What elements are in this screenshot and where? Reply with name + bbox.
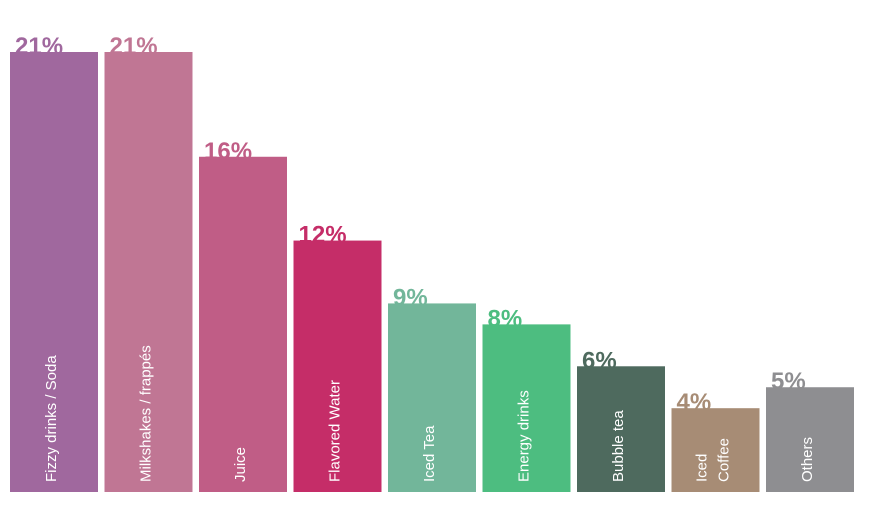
bar-2 bbox=[199, 156, 287, 492]
category-label-1-line-0: Milkshakes / frappés bbox=[138, 345, 155, 482]
value-label-7: 4% bbox=[677, 389, 712, 416]
category-label-7-line-1: Coffee bbox=[716, 438, 733, 482]
value-label-8: 5% bbox=[771, 368, 806, 395]
category-label-5: Energy drinks bbox=[516, 390, 533, 482]
category-label-2-line-0: Juice bbox=[232, 447, 249, 482]
category-label-6: Bubble tea bbox=[610, 410, 627, 482]
category-label-8: Others bbox=[799, 437, 816, 482]
bar-3 bbox=[293, 240, 382, 492]
category-label-8-line-0: Others bbox=[799, 437, 816, 482]
value-label-4: 9% bbox=[393, 284, 428, 311]
bar-8 bbox=[766, 387, 854, 492]
value-label-5: 8% bbox=[488, 305, 523, 332]
value-label-3: 12% bbox=[299, 222, 347, 249]
category-label-0: Fizzy drinks / Soda bbox=[43, 355, 60, 482]
value-label-0: 21% bbox=[15, 33, 63, 60]
bar-0 bbox=[10, 52, 98, 492]
category-label-4: Iced Tea bbox=[421, 425, 438, 482]
category-label-7: Iced Coffee bbox=[694, 438, 733, 482]
bar-4 bbox=[388, 303, 476, 492]
category-label-3-line-0: Flavored Water bbox=[327, 380, 344, 482]
category-label-2: Juice bbox=[232, 447, 249, 482]
bar-6 bbox=[577, 366, 665, 492]
bar-5 bbox=[482, 324, 571, 492]
category-label-4-line-0: Iced Tea bbox=[421, 425, 438, 482]
category-label-1: Milkshakes / frappés bbox=[138, 345, 155, 482]
category-label-3: Flavored Water bbox=[327, 380, 344, 482]
category-label-5-line-0: Energy drinks bbox=[516, 390, 533, 482]
value-label-1: 21% bbox=[110, 33, 158, 60]
value-label-6: 6% bbox=[582, 347, 617, 374]
category-label-0-line-0: Fizzy drinks / Soda bbox=[43, 355, 60, 482]
bar-7 bbox=[671, 408, 760, 492]
category-label-7-line-0: Iced bbox=[694, 454, 711, 482]
bar-1 bbox=[104, 52, 193, 492]
value-label-2: 16% bbox=[204, 138, 252, 165]
category-label-6-line-0: Bubble tea bbox=[610, 410, 627, 482]
